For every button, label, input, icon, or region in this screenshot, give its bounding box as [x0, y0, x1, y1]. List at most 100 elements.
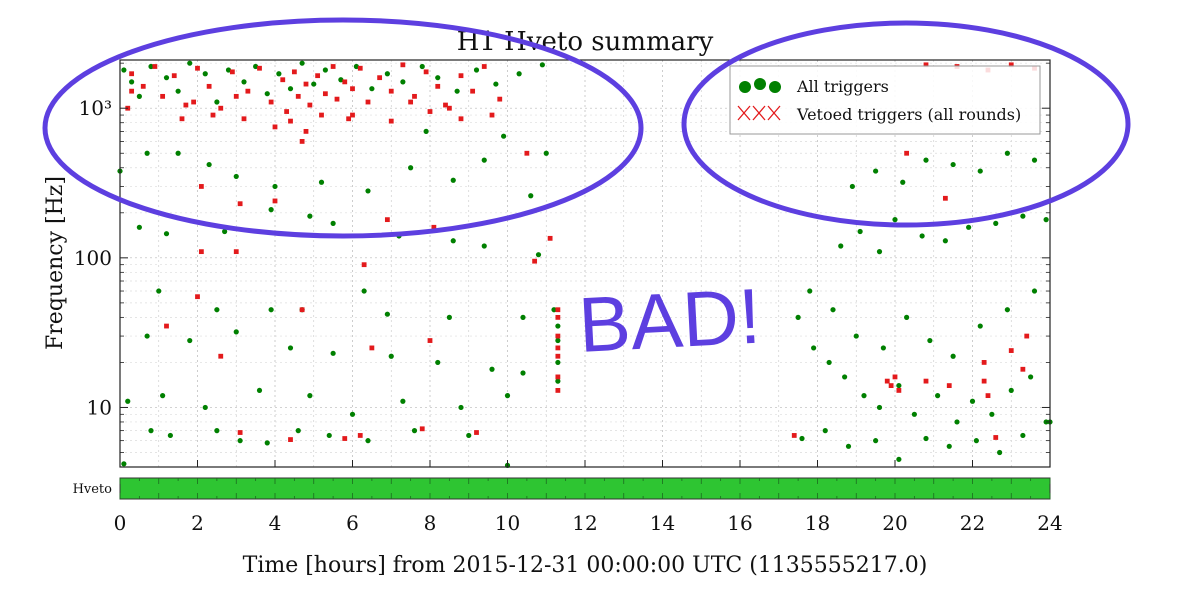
all-trigger-point: [400, 79, 406, 85]
vetoed-trigger-point: [532, 258, 538, 264]
vetoed-trigger-point: [233, 93, 239, 99]
all-trigger-point: [845, 443, 852, 449]
vetoed-trigger-point: [981, 360, 987, 365]
y-tick-label: 10³: [79, 96, 112, 120]
all-trigger-point: [896, 382, 902, 389]
all-trigger-point: [175, 88, 181, 94]
all-trigger-point: [233, 329, 239, 335]
all-trigger-point: [187, 337, 193, 344]
all-trigger-point: [543, 150, 549, 156]
all-trigger-point: [1020, 213, 1026, 219]
vetoed-trigger-point: [555, 353, 561, 359]
all-trigger-point: [555, 337, 561, 344]
vetoed-trigger-point: [291, 69, 297, 75]
all-trigger-point: [950, 353, 956, 359]
vetoed-trigger-point: [241, 116, 247, 122]
vetoed-trigger-point: [268, 99, 274, 105]
all-trigger-point: [950, 161, 956, 168]
vetoed-trigger-point: [257, 65, 262, 71]
all-trigger-point: [287, 86, 294, 92]
all-trigger-point: [287, 345, 294, 351]
vetoed-trigger-point: [400, 62, 406, 68]
all-trigger-point: [849, 183, 855, 190]
all-trigger-point: [156, 288, 162, 294]
legend-vetoed-triggers-marker: [737, 105, 781, 121]
vetoed-trigger-point: [284, 109, 290, 114]
all-trigger-point: [923, 435, 929, 442]
vetoed-trigger-point: [435, 83, 441, 89]
all-trigger-point: [539, 62, 545, 68]
x-tick-label: 4: [269, 511, 282, 535]
vetoed-trigger-point: [470, 88, 476, 94]
vetoed-trigger-point: [357, 433, 363, 438]
all-trigger-point: [322, 67, 328, 73]
all-trigger-point: [838, 243, 844, 249]
all-trigger-point: [450, 238, 456, 244]
all-trigger-point: [163, 231, 170, 237]
all-trigger-point: [233, 173, 239, 180]
x-axis-label: Time [hours] from 2015-12-31 00:00:00 UT…: [243, 553, 928, 578]
all-trigger-point: [977, 323, 983, 329]
vetoed-trigger-point: [160, 93, 166, 99]
vetoed-trigger-point: [369, 345, 375, 351]
vetoed-trigger-point: [357, 65, 363, 71]
all-trigger-point: [411, 428, 418, 434]
vetoed-trigger-point: [191, 99, 197, 105]
vetoed-trigger-point: [497, 96, 503, 102]
vetoed-trigger-point: [923, 378, 929, 384]
all-trigger-point: [295, 428, 301, 434]
all-trigger-point: [876, 249, 883, 255]
vetoed-trigger-point: [195, 65, 200, 71]
all-trigger-point: [927, 337, 933, 344]
all-trigger-point: [551, 307, 557, 313]
vetoed-trigger-point: [555, 374, 561, 380]
all-trigger-point: [264, 91, 270, 97]
annotation-overlay: [42, 17, 1131, 239]
annotation-ellipse-triggers: [42, 17, 644, 239]
all-trigger-point: [516, 71, 522, 77]
all-trigger-point: [365, 188, 371, 194]
all-trigger-point: [125, 398, 131, 404]
all-trigger-point: [857, 228, 863, 235]
x-tick-label: 6: [346, 511, 359, 535]
vetoed-trigger-point: [206, 83, 212, 89]
all-trigger-point: [318, 179, 325, 185]
vetoed-trigger-point: [164, 323, 169, 329]
all-trigger-point: [555, 359, 561, 366]
all-trigger-point: [892, 217, 898, 223]
all-trigger-point: [481, 243, 487, 249]
vetoed-trigger-point: [408, 99, 414, 105]
all-trigger-point: [369, 86, 375, 92]
all-trigger-point: [923, 157, 929, 163]
all-trigger-point: [326, 432, 332, 439]
vetoed-trigger-point: [458, 116, 464, 122]
vetoed-trigger-point: [303, 81, 309, 87]
all-trigger-point: [384, 311, 390, 317]
all-trigger-point: [330, 350, 336, 356]
all-trigger-point: [202, 404, 208, 411]
vetoed-trigger-point: [218, 353, 224, 359]
all-trigger-point: [555, 323, 561, 329]
all-trigger-point: [458, 404, 464, 411]
vetoed-trigger-point: [904, 150, 910, 156]
vetoed-trigger-point: [377, 75, 383, 81]
all-trigger-point: [202, 71, 208, 77]
all-trigger-point: [454, 88, 460, 94]
chart-title: H1 Hveto summary: [457, 27, 714, 57]
vetoed-trigger-point: [524, 150, 530, 156]
all-trigger-point: [276, 71, 282, 77]
all-trigger-point: [969, 398, 976, 404]
all-trigger-point: [330, 220, 336, 226]
vetoed-trigger-point: [342, 79, 348, 85]
all-trigger-point: [307, 393, 313, 399]
vetoed-trigger-point: [330, 64, 336, 69]
vetoed-trigger-point: [555, 388, 561, 393]
all-trigger-point: [528, 193, 534, 199]
segment-bar-ticks: [119, 478, 1051, 499]
all-trigger-point: [253, 63, 259, 70]
vetoed-trigger-point: [229, 69, 235, 75]
all-trigger-point: [876, 404, 883, 411]
all-trigger-point: [214, 99, 220, 105]
legend-all-triggers-label: All triggers: [796, 77, 889, 96]
